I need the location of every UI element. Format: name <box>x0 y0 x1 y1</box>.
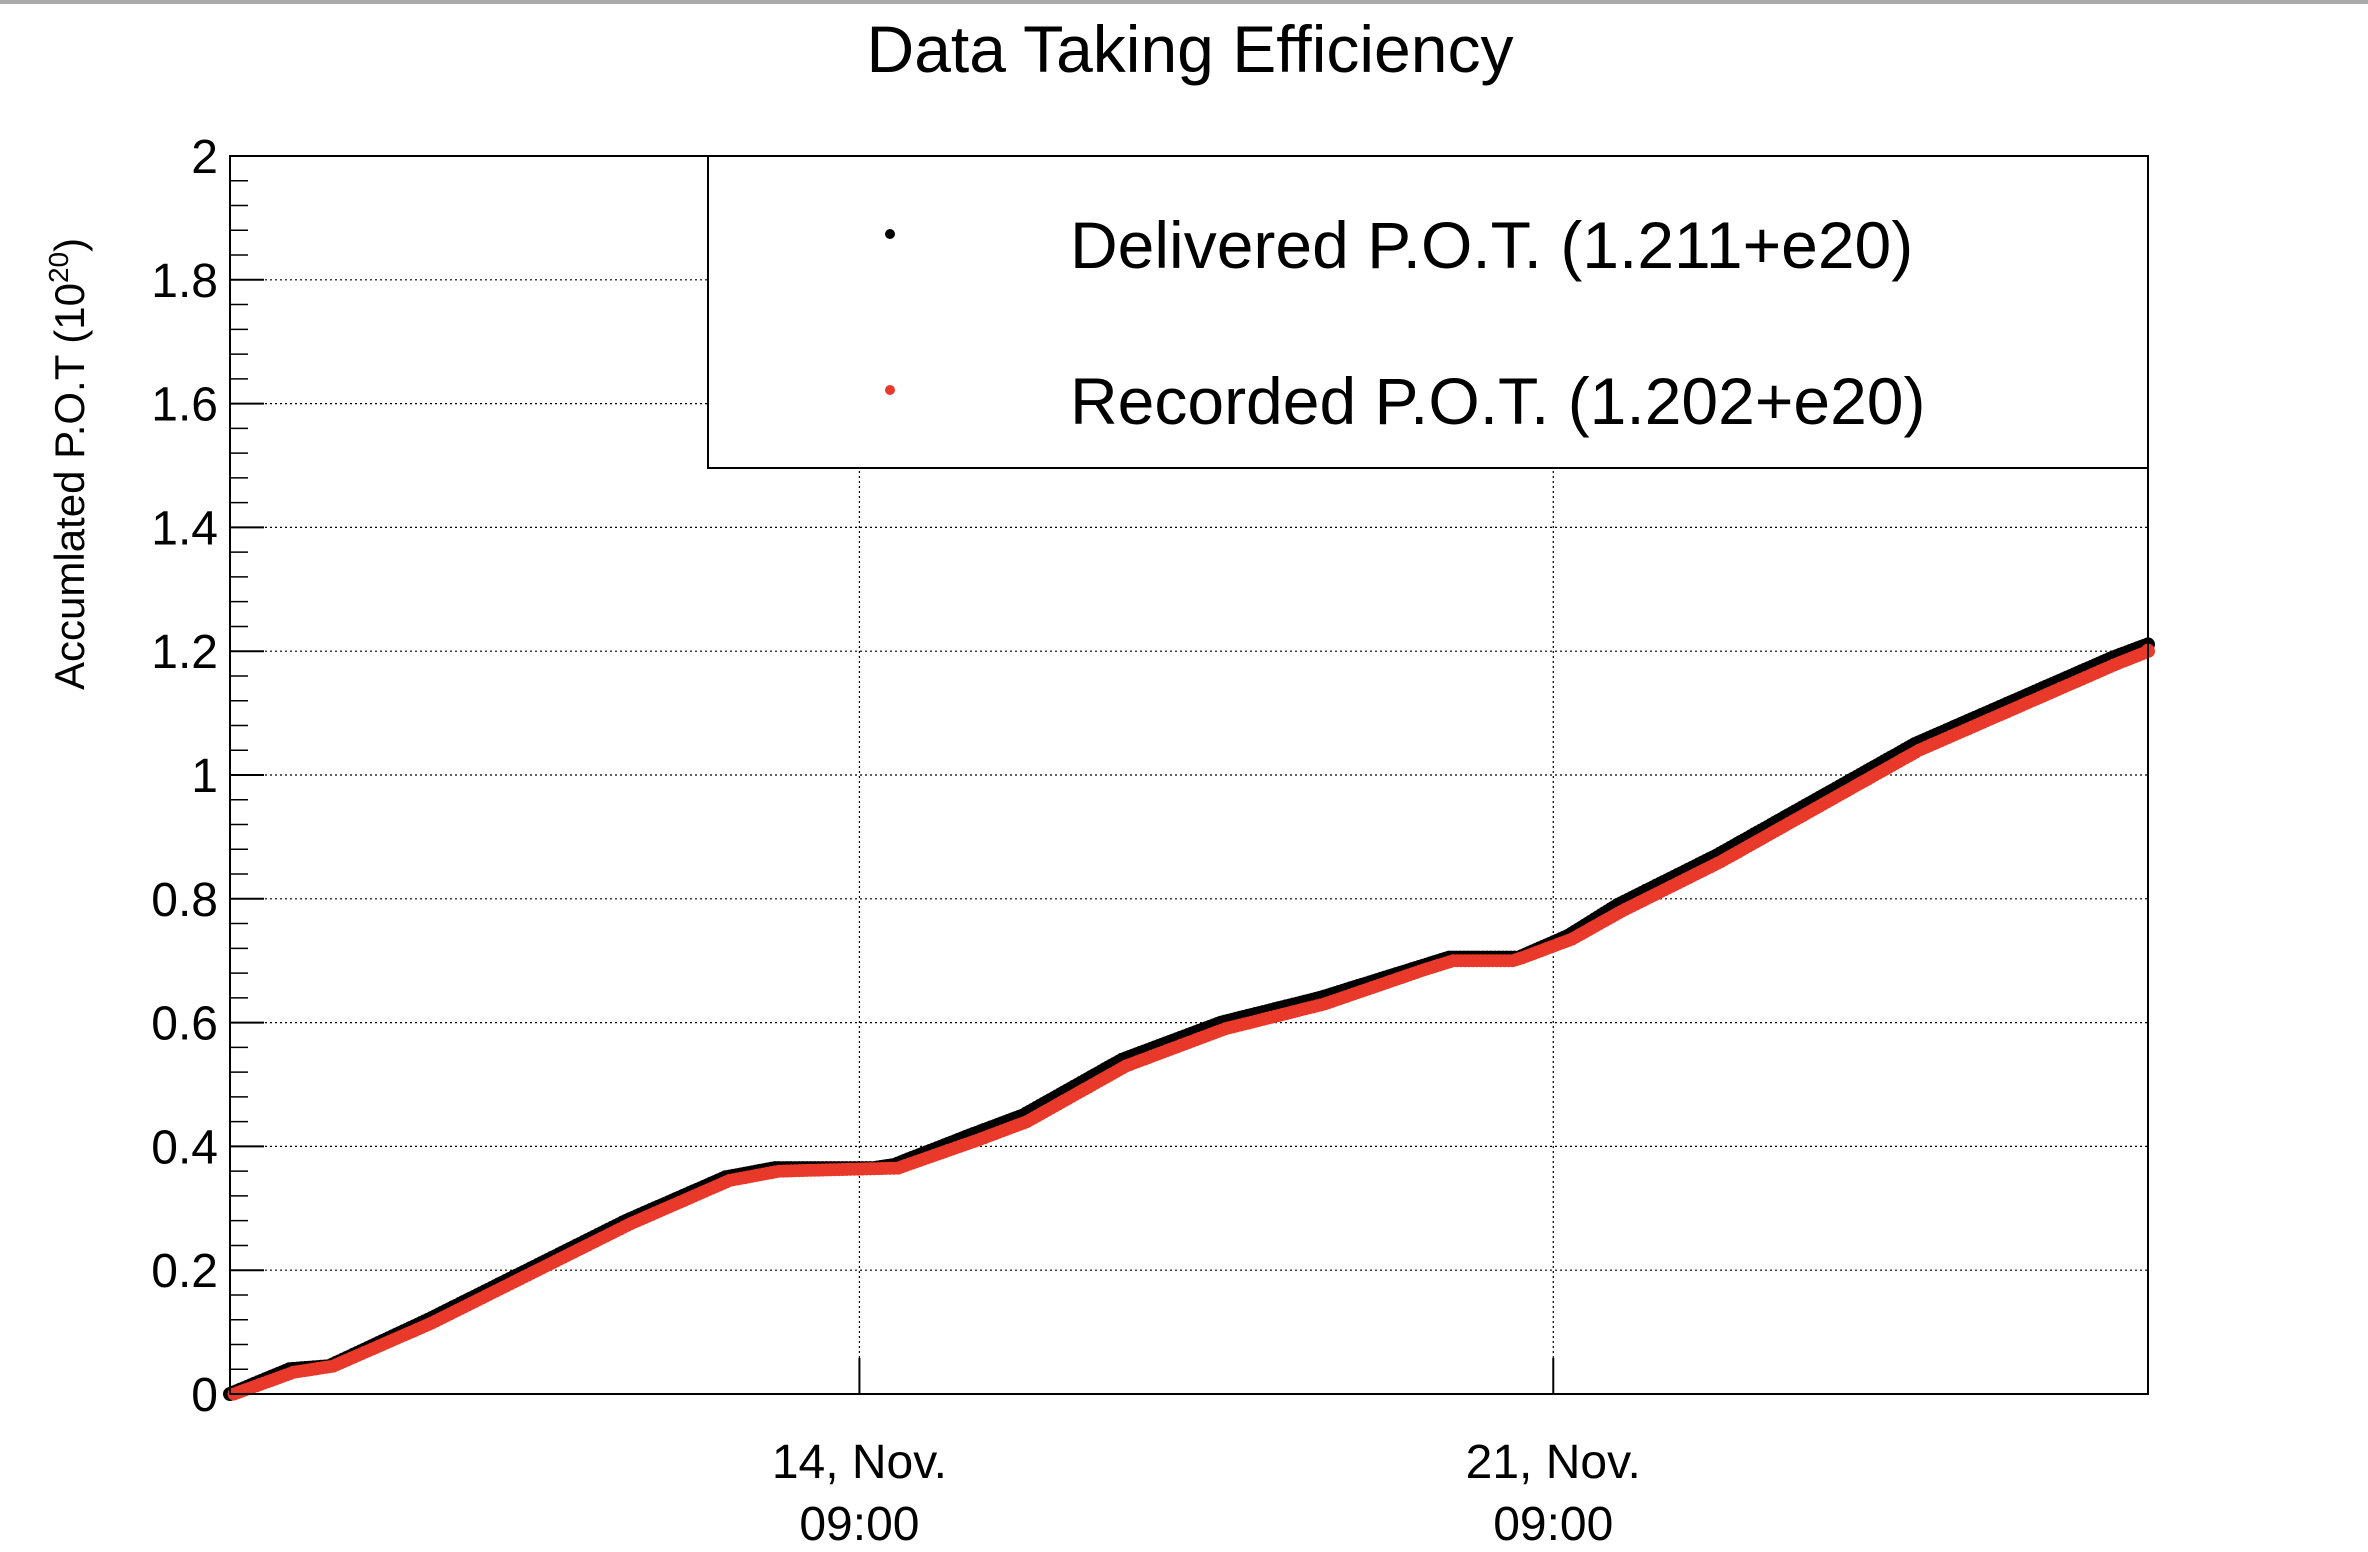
x-tick-label-date: 21, Nov. <box>1466 1436 1641 1489</box>
y-tick-label: 0 <box>191 1369 218 1422</box>
legend-marker-delivered <box>885 229 895 239</box>
y-tick-label: 0.8 <box>151 874 218 927</box>
x-tick-label-time: 09:00 <box>1493 1498 1613 1551</box>
y-axis-label-end: ) <box>46 238 93 252</box>
series-layer <box>223 637 2155 1401</box>
y-tick-label: 0.2 <box>151 1245 218 1298</box>
chart-title: Data Taking Efficiency <box>867 12 1514 86</box>
y-tick-label: 2 <box>191 131 218 184</box>
y-tick-label: 0.4 <box>151 1121 218 1174</box>
x-axis: 14, Nov. 09:00 21, Nov. 09:00 <box>772 1358 1641 1551</box>
y-axis: 0 0.2 0.4 0.6 0.8 1 1.2 1.4 1.6 1.8 2 <box>151 131 264 1422</box>
y-tick-label: 1 <box>191 750 218 803</box>
x-tick-label-time: 09:00 <box>799 1498 919 1551</box>
x-tick-label-date: 14, Nov. <box>772 1436 947 1489</box>
y-axis-label-exponent: 20 <box>43 252 74 283</box>
legend-box <box>707 155 2149 469</box>
y-tick-label: 0.6 <box>151 998 218 1051</box>
y-axis-label-base: Accumlated P.O.T (10 <box>46 283 93 690</box>
y-tick-label: 1.2 <box>151 626 218 679</box>
y-tick-label: 1.4 <box>151 502 218 555</box>
y-tick-label: 1.6 <box>151 379 218 432</box>
legend-marker-recorded <box>885 385 895 395</box>
legend-label-delivered: Delivered P.O.T. (1.211+e20) <box>1070 208 1913 282</box>
legend: Delivered P.O.T. (1.211+e20) Recorded P.… <box>707 155 2149 469</box>
y-tick-label: 1.8 <box>151 255 218 308</box>
window-top-border <box>0 0 2368 4</box>
series-recorded <box>227 643 2155 1401</box>
y-axis-label: Accumlated P.O.T (1020) <box>43 238 93 690</box>
legend-label-recorded: Recorded P.O.T. (1.202+e20) <box>1070 364 1926 438</box>
